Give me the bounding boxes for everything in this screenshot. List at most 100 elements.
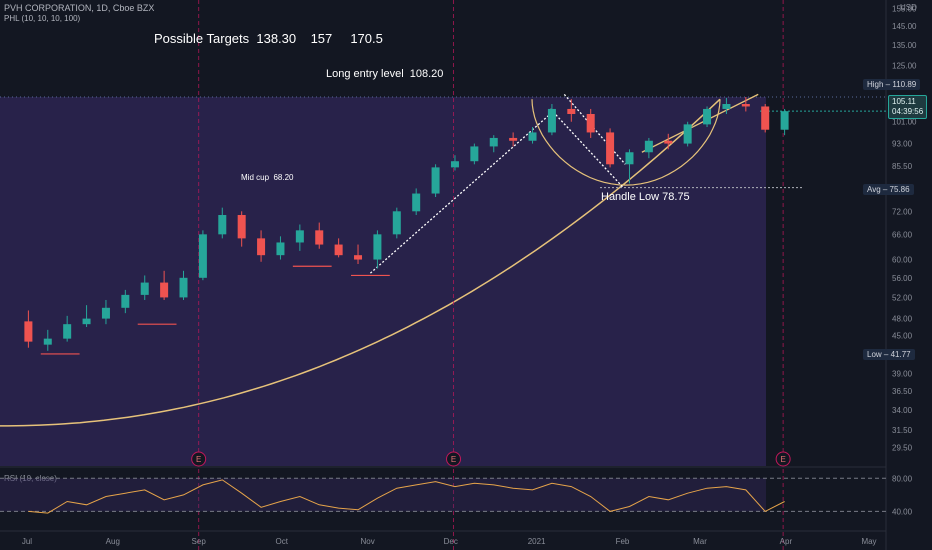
price-axis-tick: 29.50 (892, 443, 913, 452)
candle-body (489, 137, 498, 147)
rsi-axis-tick: 80.00 (892, 474, 913, 483)
time-axis-tick: 2021 (528, 537, 546, 546)
time-axis-tick: Nov (361, 537, 375, 546)
candle-body (664, 140, 673, 144)
candle-body (101, 307, 110, 319)
price-axis-tick: 56.00 (892, 274, 913, 283)
candle-body (780, 111, 789, 130)
price-axis-tick: 145.00 (892, 22, 917, 31)
earnings-marker-label: E (451, 455, 456, 464)
earnings-badge (446, 451, 462, 467)
candle-body (761, 106, 770, 130)
price-axis-tick: 31.50 (892, 426, 913, 435)
price-axis-tick: 48.00 (892, 315, 913, 324)
price-axis-tick: 155.00 (892, 4, 917, 13)
time-axis-tick: Dec (444, 537, 458, 546)
candle-body (509, 137, 518, 141)
time-axis-tick: Mar (693, 537, 707, 546)
candle-body (82, 318, 91, 325)
bar-countdown: 04:39:56 (892, 107, 924, 116)
avg-label: Avg (867, 185, 881, 194)
candle-body (741, 104, 750, 107)
time-axis-tick: Jul (22, 537, 32, 546)
candle-body (257, 238, 266, 256)
candle-body (606, 132, 615, 165)
candle-body (683, 124, 692, 144)
time-axis-tick: May (861, 537, 876, 546)
price-axis-tick: 101.00 (892, 118, 917, 127)
price-axis-tick: 36.50 (892, 387, 913, 396)
candle-body (295, 230, 304, 243)
candle-body (24, 321, 33, 342)
candle-body (43, 338, 52, 345)
candle-body (315, 230, 324, 245)
handle-breakout-line (641, 93, 759, 153)
low-tag: Low – 41.77 (863, 349, 915, 360)
earnings-marker-label: E (780, 455, 785, 464)
low-label: Low (867, 350, 882, 359)
consolidation-zone (0, 96, 766, 467)
candle-body (450, 161, 459, 168)
downtrend-channel-upper (563, 93, 626, 165)
candle-body (392, 211, 401, 235)
uptrend-line (369, 108, 557, 274)
candle-body (625, 152, 634, 165)
price-axis-tick: 45.00 (892, 332, 913, 341)
price-axis-tick: 52.00 (892, 293, 913, 302)
long-term-cup-curve (0, 98, 721, 427)
time-axis-tick: Aug (106, 537, 120, 546)
candle-body (121, 294, 130, 308)
high-tag: High – 110.89 (863, 79, 921, 90)
earnings-badge (191, 451, 207, 467)
symbol-title: PVH CORPORATION, 1D, Cboe BZX (4, 3, 155, 13)
low-value: 41.77 (890, 350, 911, 359)
price-axis-tick: 125.00 (892, 61, 917, 70)
candle-body (470, 146, 479, 162)
candle-body (644, 140, 653, 153)
currency-label: USD (900, 3, 917, 12)
candle-body (431, 167, 440, 194)
candle-body (276, 242, 285, 256)
candle-body (140, 282, 149, 295)
handle-low-note: Handle Low 78.75 (601, 191, 690, 203)
candle-body (722, 104, 731, 109)
price-axis-tick: 34.00 (892, 406, 913, 415)
price-axis-tick: 66.00 (892, 230, 913, 239)
long-entry-note: Long entry level 108.20 (326, 68, 444, 80)
candle-body (160, 282, 169, 298)
time-axis-tick: Apr (780, 537, 793, 546)
candle-body (354, 255, 363, 260)
high-value: 110.89 (892, 80, 917, 89)
rsi-axis-tick: 40.00 (892, 507, 913, 516)
price-axis-tick: 135.00 (892, 41, 917, 50)
price-axis-tick: 60.00 (892, 256, 913, 265)
candle-body (63, 324, 72, 339)
candle-body (373, 234, 382, 260)
time-axis-tick: Sep (192, 537, 207, 546)
candle-body (703, 108, 712, 125)
candle-body (198, 234, 207, 278)
cup-arc (531, 99, 721, 186)
indicator-legend: PHL (10, 10, 10, 100) (4, 14, 81, 23)
avg-value: 75.86 (889, 185, 910, 194)
candle-body (528, 132, 537, 141)
possible-targets-note: Possible Targets 138.30 157 170.5 (154, 31, 383, 46)
avg-tag: Avg – 75.86 (863, 184, 914, 195)
candle-body (237, 215, 246, 239)
price-axis-tick: 85.50 (892, 162, 913, 171)
rsi-line (28, 479, 785, 514)
downtrend-channel-lower (549, 108, 623, 188)
time-axis-tick: Oct (276, 537, 289, 546)
candle-body (334, 244, 343, 256)
price-axis-tick: 72.00 (892, 207, 913, 216)
candle-body (218, 215, 227, 235)
last-price-value: 105.11 (892, 97, 916, 106)
time-axis-tick: Feb (616, 537, 630, 546)
earnings-badge (775, 451, 791, 467)
high-label: High (867, 80, 884, 89)
candle-body (412, 193, 421, 212)
last-price-tag: 105.11 04:39:56 (888, 95, 928, 119)
earnings-marker-label: E (196, 455, 201, 464)
candle-body (586, 113, 595, 133)
